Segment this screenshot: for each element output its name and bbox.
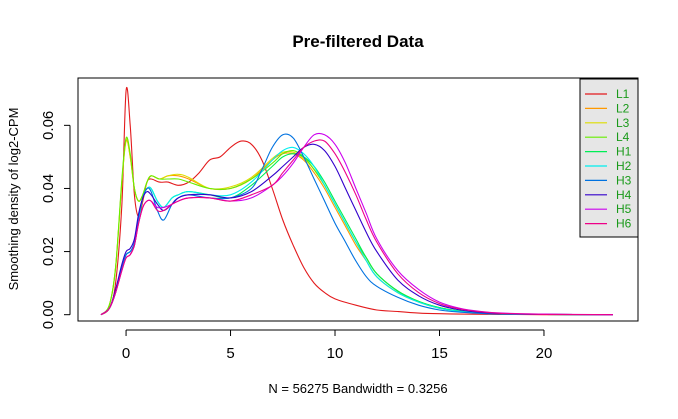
- legend-label-l2: L2: [616, 101, 630, 115]
- y-tick-label: 0.02: [40, 237, 57, 266]
- series-line-h2: [100, 146, 613, 316]
- series-line-l4: [100, 136, 613, 316]
- chart-title: Pre-filtered Data: [292, 32, 424, 51]
- x-tick-label: 5: [226, 345, 234, 362]
- series-line-h3: [100, 133, 613, 316]
- series-line-h1: [100, 153, 613, 316]
- x-tick-label: 10: [327, 345, 344, 362]
- y-axis: 0.00 0.02 0.04 0.06: [40, 111, 71, 329]
- series-line-l3: [100, 138, 613, 316]
- legend-label-h4: H4: [616, 188, 632, 202]
- x-tick-label: 0: [122, 345, 130, 362]
- legend-label-h1: H1: [616, 145, 632, 159]
- legend-label-l1: L1: [616, 87, 630, 101]
- y-tick-label: 0.04: [40, 174, 57, 203]
- x-axis-label: N = 56275 Bandwidth = 0.3256: [268, 381, 447, 396]
- x-tick-label: 15: [431, 345, 448, 362]
- legend-label-h2: H2: [616, 159, 632, 173]
- y-tick-label: 0.06: [40, 111, 57, 140]
- series-line-h5: [100, 132, 613, 316]
- series-line-l2: [100, 139, 613, 316]
- y-axis-label: Smoothing density of log2-CPM: [6, 108, 21, 291]
- x-axis: 0 5 10 15 20: [122, 329, 553, 362]
- legend-box: [579, 78, 639, 238]
- series-line-h6: [100, 139, 613, 316]
- x-tick-label: 20: [536, 345, 553, 362]
- legend-label-h3: H3: [616, 173, 632, 187]
- y-tick-label: 0.00: [40, 300, 57, 329]
- series-lines: [100, 87, 613, 316]
- legend-label-l3: L3: [616, 116, 630, 130]
- legend-label-h6: H6: [616, 217, 632, 231]
- series-line-h4: [100, 143, 613, 316]
- legend-label-l4: L4: [616, 130, 630, 144]
- legend-label-h5: H5: [616, 202, 632, 216]
